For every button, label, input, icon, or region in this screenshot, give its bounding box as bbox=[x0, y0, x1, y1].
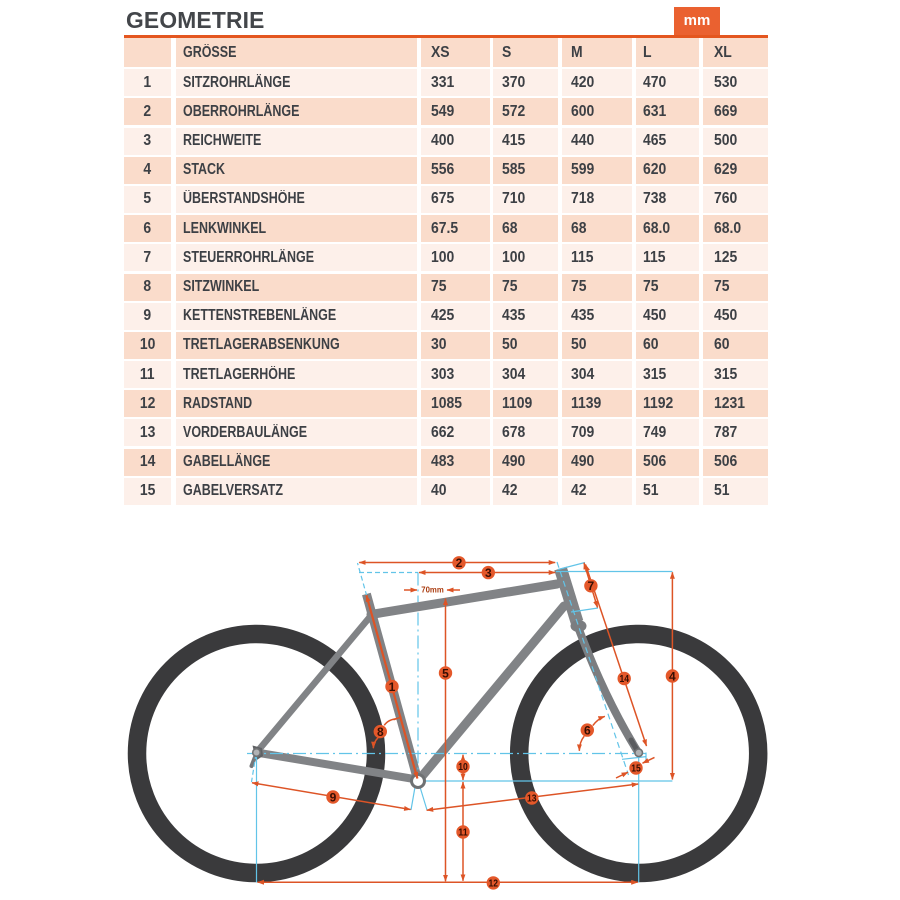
svg-text:8: 8 bbox=[377, 725, 384, 739]
svg-text:6: 6 bbox=[584, 724, 591, 738]
svg-text:11: 11 bbox=[458, 828, 468, 839]
svg-text:10: 10 bbox=[458, 762, 468, 773]
svg-text:7: 7 bbox=[588, 579, 595, 593]
svg-text:2: 2 bbox=[456, 556, 463, 570]
svg-text:15: 15 bbox=[631, 764, 641, 775]
svg-text:9: 9 bbox=[330, 790, 337, 804]
svg-text:1: 1 bbox=[389, 680, 396, 694]
svg-text:3: 3 bbox=[485, 566, 492, 580]
svg-text:14: 14 bbox=[619, 674, 629, 685]
svg-text:13: 13 bbox=[527, 794, 537, 805]
svg-text:12: 12 bbox=[489, 879, 499, 890]
svg-text:4: 4 bbox=[669, 669, 676, 683]
svg-text:70mm: 70mm bbox=[421, 585, 444, 595]
svg-text:5: 5 bbox=[442, 666, 449, 680]
